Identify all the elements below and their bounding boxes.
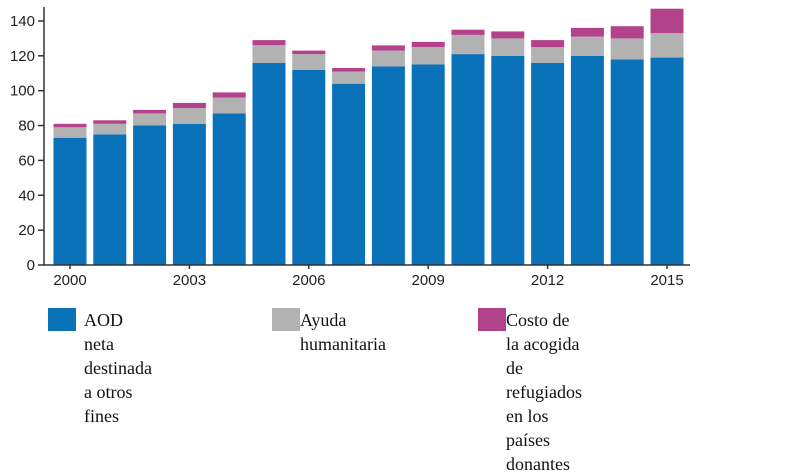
y-tick-label-0: 0 [27, 257, 35, 274]
bar-2000-series-2 [53, 123, 87, 128]
bar-2005-series-2 [252, 40, 286, 46]
bar-2014-series-1 [610, 38, 644, 60]
legend-label-humanitarian: Ayuda humanitaria [300, 308, 386, 356]
bar-2007-series-2 [332, 68, 366, 72]
bar-2011-series-0 [491, 55, 525, 265]
legend-label-aod-line1: AOD neta destinada [84, 310, 152, 378]
bar-2006-series-0 [292, 69, 326, 265]
bar-2009-series-1 [411, 47, 445, 65]
bar-2015-series-2 [650, 8, 684, 34]
y-tick-label-120: 120 [10, 48, 35, 65]
legend-swatch-aod [48, 308, 76, 331]
bar-2001-series-2 [93, 120, 127, 124]
y-tick-label-140: 140 [10, 13, 35, 30]
bar-2002-series-0 [133, 125, 167, 265]
legend: AOD neta destinada a otros fines Ayuda h… [0, 300, 793, 474]
bar-2008-series-2 [371, 45, 405, 51]
bar-2005-series-1 [252, 45, 286, 63]
bar-2007-series-1 [332, 71, 366, 84]
legend-label-refugees-line2: en los países donantes [506, 406, 570, 474]
bar-2006-series-1 [292, 54, 326, 70]
bar-2005-series-0 [252, 62, 286, 265]
bar-2004-series-1 [212, 97, 246, 114]
bar-2000-series-1 [53, 127, 87, 138]
bar-2012-series-1 [531, 47, 565, 63]
bar-2015-series-1 [650, 33, 684, 58]
bar-2014-series-2 [610, 26, 644, 39]
x-tick-label-2006: 2006 [292, 272, 325, 289]
bar-2011-series-2 [491, 31, 525, 39]
bar-2003-series-2 [172, 102, 206, 109]
bars-layer [53, 8, 684, 265]
x-tick-label-2003: 2003 [173, 272, 206, 289]
bar-2007-series-0 [332, 83, 366, 265]
bar-2001-series-1 [93, 123, 127, 135]
x-tick-label-2015: 2015 [650, 272, 683, 289]
legend-label-aod: AOD neta destinada a otros fines [84, 308, 152, 428]
bar-2013-series-1 [570, 36, 604, 56]
bar-2008-series-0 [371, 66, 405, 265]
bar-2002-series-1 [133, 113, 167, 126]
bar-2013-series-2 [570, 27, 604, 37]
stacked-bar-chart: 0 20 40 60 80 100 120 140 2000 2003 2006 2009 2012 20… [10, 7, 690, 289]
bar-2014-series-0 [610, 59, 644, 265]
bar-2010-series-0 [451, 54, 485, 265]
bar-2003-series-1 [172, 108, 206, 124]
y-tick-label-40: 40 [18, 187, 35, 204]
bar-2004-series-2 [212, 92, 246, 98]
legend-label-refugees: Costo de la acogida de refugiados en los… [506, 308, 582, 476]
bar-2000-series-0 [53, 137, 87, 265]
bar-2012-series-2 [531, 40, 565, 48]
legend-swatch-humanitarian [272, 308, 300, 331]
bar-2001-series-0 [93, 134, 127, 265]
bar-2010-series-2 [451, 29, 485, 35]
y-tick-label-100: 100 [10, 83, 35, 100]
bar-2002-series-2 [133, 109, 167, 114]
bar-2010-series-1 [451, 34, 485, 55]
y-tick-label-80: 80 [18, 118, 35, 135]
bar-2006-series-2 [292, 50, 326, 55]
axes-layer: 0 20 40 60 80 100 120 140 2000 2003 2006 2009 2012 20… [10, 7, 690, 289]
bar-2008-series-1 [371, 50, 405, 67]
bar-2009-series-2 [411, 41, 445, 48]
x-tick-label-2012: 2012 [531, 272, 564, 289]
legend-label-refugees-line1: Costo de la acogida de refugiados [506, 310, 582, 402]
y-tick-label-20: 20 [18, 222, 35, 239]
legend-swatch-refugees [478, 308, 506, 331]
bar-2004-series-0 [212, 113, 246, 265]
bar-2011-series-1 [491, 38, 525, 56]
bar-2013-series-0 [570, 55, 604, 265]
y-tick-label-60: 60 [18, 152, 35, 169]
x-tick-label-2009: 2009 [412, 272, 445, 289]
legend-label-aod-line2: a otros fines [84, 382, 133, 426]
bar-2003-series-0 [172, 123, 206, 265]
x-tick-label-2000: 2000 [53, 272, 86, 289]
legend-label-humanitarian-line1: Ayuda humanitaria [300, 310, 386, 354]
bar-2009-series-0 [411, 64, 445, 265]
bar-2012-series-0 [531, 62, 565, 265]
bar-2015-series-0 [650, 57, 684, 265]
